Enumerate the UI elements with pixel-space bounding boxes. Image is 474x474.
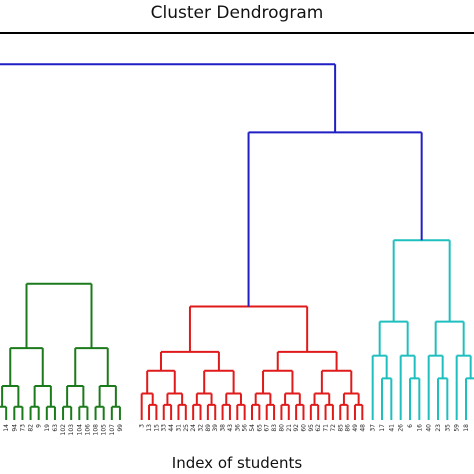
leaf-label: 83 bbox=[271, 424, 278, 432]
leaf-label: 3 bbox=[139, 424, 146, 428]
leaf-label: 95 bbox=[308, 424, 315, 432]
leaf-label: 38 bbox=[220, 424, 227, 432]
leaf-label: 43 bbox=[227, 424, 234, 432]
leaf-label: 65 bbox=[256, 424, 263, 432]
leaf-label: 94 bbox=[11, 424, 18, 432]
leaf-label: 104 bbox=[76, 424, 83, 436]
leaf-label: 85 bbox=[337, 424, 344, 432]
leaf-label: 60 bbox=[300, 424, 307, 432]
leaf-label: 18 bbox=[463, 424, 470, 432]
leaf-label: 73 bbox=[19, 424, 26, 432]
leaf-label: 106 bbox=[84, 424, 91, 436]
leaf-label: 89 bbox=[205, 424, 212, 432]
leaf-label: 105 bbox=[101, 424, 108, 436]
leaf-label: 107 bbox=[109, 424, 116, 436]
leaf-label: 62 bbox=[315, 424, 322, 432]
leaf-label: 72 bbox=[330, 424, 337, 432]
leaf-label: 16 bbox=[416, 424, 423, 432]
leaf-label: 6 bbox=[407, 424, 414, 428]
leaf-label: 9 bbox=[36, 424, 43, 428]
leaf-label: 33 bbox=[161, 424, 168, 432]
leaf-label: 56 bbox=[242, 424, 249, 432]
leaf-label: 54 bbox=[249, 424, 256, 432]
leaf-label: 39 bbox=[212, 424, 219, 432]
leaf-label: 36 bbox=[234, 424, 241, 432]
leaf-label: 31 bbox=[175, 424, 182, 432]
leaf-label: 71 bbox=[323, 424, 330, 432]
leaf-label: 32 bbox=[198, 424, 205, 432]
leaf-label: 19 bbox=[44, 424, 51, 432]
leaf-label: 13 bbox=[146, 424, 153, 432]
leaf-label: 41 bbox=[388, 424, 395, 432]
leaf-label: 82 bbox=[28, 424, 35, 432]
leaf-label: 103 bbox=[68, 424, 75, 436]
leaf-label: 99 bbox=[117, 424, 124, 432]
leaf-label: 26 bbox=[398, 424, 405, 432]
leaf-label: 63 bbox=[52, 424, 59, 432]
leaf-label: 17 bbox=[379, 424, 386, 432]
leaf-label: 25 bbox=[183, 424, 190, 432]
leaf-label: 21 bbox=[286, 424, 293, 432]
leaf-label: 35 bbox=[444, 424, 451, 432]
leaf-label: 44 bbox=[168, 424, 175, 432]
leaf-label: 86 bbox=[345, 424, 352, 432]
leaf-label: 49 bbox=[352, 424, 359, 432]
leaf-label: 80 bbox=[278, 424, 285, 432]
leaf-label: 108 bbox=[93, 424, 100, 436]
leaf-label: 48 bbox=[359, 424, 366, 432]
leaf-label: 23 bbox=[435, 424, 442, 432]
leaf-label: 102 bbox=[60, 424, 67, 436]
leaf-label: 14 bbox=[3, 424, 10, 432]
leaf-label: 24 bbox=[190, 424, 197, 432]
leaf-label: 40 bbox=[426, 424, 433, 432]
leaf-label: 15 bbox=[153, 424, 160, 432]
leaf-label: 67 bbox=[264, 424, 271, 432]
x-axis-label: Index of students bbox=[171, 454, 303, 472]
chart-title: Cluster Dendrogram bbox=[150, 3, 324, 23]
leaf-label: 59 bbox=[454, 424, 461, 432]
leaf-label: 37 bbox=[370, 424, 377, 432]
leaf-label: 92 bbox=[293, 424, 300, 432]
